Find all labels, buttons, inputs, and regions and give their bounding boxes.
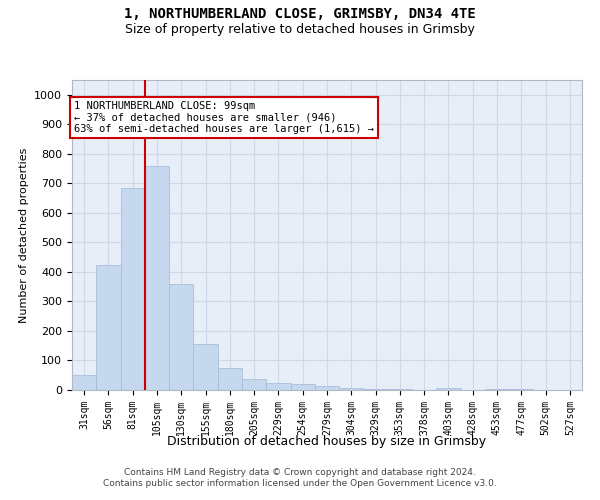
- Bar: [72, 375, 96, 390]
- Text: Size of property relative to detached houses in Grimsby: Size of property relative to detached ho…: [125, 22, 475, 36]
- Bar: [96, 264, 121, 390]
- Bar: [509, 388, 533, 390]
- Bar: [242, 379, 266, 390]
- Bar: [169, 284, 193, 390]
- Bar: [121, 188, 145, 390]
- Bar: [339, 388, 364, 390]
- Text: Contains HM Land Registry data © Crown copyright and database right 2024.
Contai: Contains HM Land Registry data © Crown c…: [103, 468, 497, 487]
- Text: Distribution of detached houses by size in Grimsby: Distribution of detached houses by size …: [167, 435, 487, 448]
- Text: 1 NORTHUMBERLAND CLOSE: 99sqm
← 37% of detached houses are smaller (946)
63% of : 1 NORTHUMBERLAND CLOSE: 99sqm ← 37% of d…: [74, 100, 374, 134]
- Bar: [218, 368, 242, 390]
- Bar: [266, 382, 290, 390]
- Bar: [290, 384, 315, 390]
- Text: 1, NORTHUMBERLAND CLOSE, GRIMSBY, DN34 4TE: 1, NORTHUMBERLAND CLOSE, GRIMSBY, DN34 4…: [124, 8, 476, 22]
- Bar: [145, 166, 169, 390]
- Bar: [485, 388, 509, 390]
- Bar: [436, 388, 461, 390]
- Bar: [193, 344, 218, 390]
- Bar: [388, 388, 412, 390]
- Bar: [315, 386, 339, 390]
- Y-axis label: Number of detached properties: Number of detached properties: [19, 148, 29, 322]
- Bar: [364, 388, 388, 390]
